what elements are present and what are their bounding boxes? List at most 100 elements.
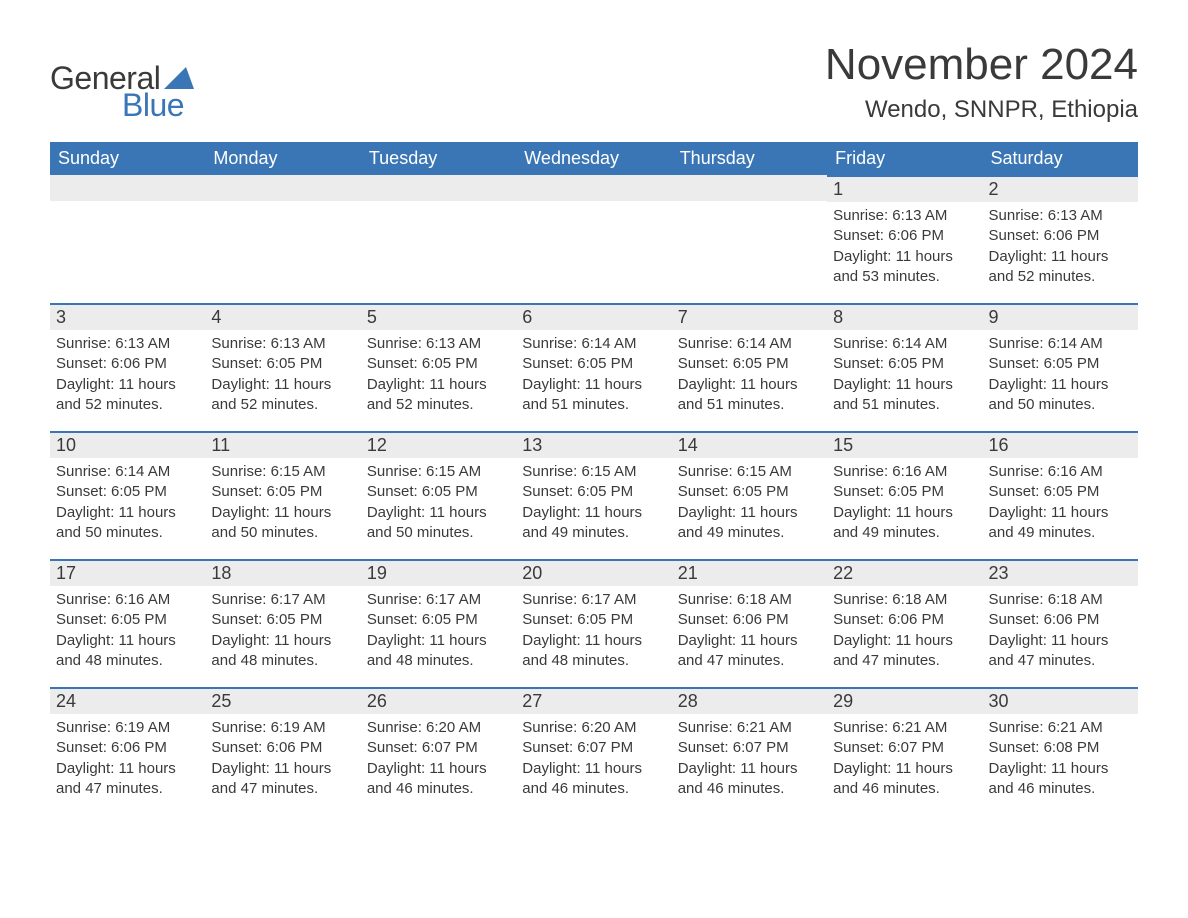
sunset-text: Sunset: 6:06 PM (833, 226, 976, 246)
sunset-text: Sunset: 6:07 PM (678, 738, 821, 758)
day-cell: 2Sunrise: 6:13 AMSunset: 6:06 PMDaylight… (983, 175, 1138, 291)
sunset-text: Sunset: 6:05 PM (211, 354, 354, 374)
calendar-cell: 25Sunrise: 6:19 AMSunset: 6:06 PMDayligh… (205, 687, 360, 815)
day-number: 26 (361, 689, 516, 714)
day-number: 27 (516, 689, 671, 714)
day-details: Sunrise: 6:15 AMSunset: 6:05 PMDaylight:… (516, 458, 671, 547)
calendar-cell: 16Sunrise: 6:16 AMSunset: 6:05 PMDayligh… (983, 431, 1138, 559)
day-details: Sunrise: 6:21 AMSunset: 6:07 PMDaylight:… (672, 714, 827, 803)
sunrise-text: Sunrise: 6:21 AM (678, 718, 821, 738)
sunrise-text: Sunrise: 6:20 AM (367, 718, 510, 738)
calendar-cell: 18Sunrise: 6:17 AMSunset: 6:05 PMDayligh… (205, 559, 360, 687)
calendar-cell: 27Sunrise: 6:20 AMSunset: 6:07 PMDayligh… (516, 687, 671, 815)
day-number: 3 (50, 305, 205, 330)
day-number: 1 (827, 177, 982, 202)
weekday-header: Thursday (672, 142, 827, 175)
daylight-text: Daylight: 11 hours and 47 minutes. (678, 631, 821, 672)
calendar-cell: 29Sunrise: 6:21 AMSunset: 6:07 PMDayligh… (827, 687, 982, 815)
sunrise-text: Sunrise: 6:15 AM (522, 462, 665, 482)
day-number: 30 (983, 689, 1138, 714)
day-cell: 15Sunrise: 6:16 AMSunset: 6:05 PMDayligh… (827, 431, 982, 547)
day-details: Sunrise: 6:18 AMSunset: 6:06 PMDaylight:… (983, 586, 1138, 675)
calendar-cell: 22Sunrise: 6:18 AMSunset: 6:06 PMDayligh… (827, 559, 982, 687)
day-cell: 13Sunrise: 6:15 AMSunset: 6:05 PMDayligh… (516, 431, 671, 547)
location-subtitle: Wendo, SNNPR, Ethiopia (825, 96, 1138, 124)
calendar-cell: 14Sunrise: 6:15 AMSunset: 6:05 PMDayligh… (672, 431, 827, 559)
calendar-head: SundayMondayTuesdayWednesdayThursdayFrid… (50, 142, 1138, 175)
day-cell: 25Sunrise: 6:19 AMSunset: 6:06 PMDayligh… (205, 687, 360, 803)
calendar-week-row: 3Sunrise: 6:13 AMSunset: 6:06 PMDaylight… (50, 303, 1138, 431)
day-details: Sunrise: 6:21 AMSunset: 6:08 PMDaylight:… (983, 714, 1138, 803)
day-number: 22 (827, 561, 982, 586)
day-cell: 20Sunrise: 6:17 AMSunset: 6:05 PMDayligh… (516, 559, 671, 675)
daylight-text: Daylight: 11 hours and 52 minutes. (367, 375, 510, 416)
daylight-text: Daylight: 11 hours and 50 minutes. (989, 375, 1132, 416)
day-details: Sunrise: 6:20 AMSunset: 6:07 PMDaylight:… (516, 714, 671, 803)
sunrise-text: Sunrise: 6:18 AM (833, 590, 976, 610)
page-header: General Blue November 2024 Wendo, SNNPR,… (50, 40, 1138, 124)
sunrise-text: Sunrise: 6:13 AM (367, 334, 510, 354)
day-number: 8 (827, 305, 982, 330)
daylight-text: Daylight: 11 hours and 46 minutes. (522, 759, 665, 800)
daylight-text: Daylight: 11 hours and 48 minutes. (367, 631, 510, 672)
day-number: 10 (50, 433, 205, 458)
sunrise-text: Sunrise: 6:16 AM (56, 590, 199, 610)
sunset-text: Sunset: 6:06 PM (989, 226, 1132, 246)
day-cell: 27Sunrise: 6:20 AMSunset: 6:07 PMDayligh… (516, 687, 671, 803)
day-details: Sunrise: 6:13 AMSunset: 6:05 PMDaylight:… (361, 330, 516, 419)
sunset-text: Sunset: 6:06 PM (678, 610, 821, 630)
daylight-text: Daylight: 11 hours and 53 minutes. (833, 247, 976, 288)
daylight-text: Daylight: 11 hours and 48 minutes. (211, 631, 354, 672)
day-cell: 24Sunrise: 6:19 AMSunset: 6:06 PMDayligh… (50, 687, 205, 803)
calendar-cell (672, 175, 827, 303)
sunrise-text: Sunrise: 6:19 AM (56, 718, 199, 738)
daylight-text: Daylight: 11 hours and 51 minutes. (678, 375, 821, 416)
day-details: Sunrise: 6:14 AMSunset: 6:05 PMDaylight:… (50, 458, 205, 547)
calendar-cell: 17Sunrise: 6:16 AMSunset: 6:05 PMDayligh… (50, 559, 205, 687)
day-cell: 7Sunrise: 6:14 AMSunset: 6:05 PMDaylight… (672, 303, 827, 419)
day-number: 20 (516, 561, 671, 586)
brand-logo: General Blue (50, 40, 194, 124)
day-details: Sunrise: 6:17 AMSunset: 6:05 PMDaylight:… (361, 586, 516, 675)
day-cell: 4Sunrise: 6:13 AMSunset: 6:05 PMDaylight… (205, 303, 360, 419)
sunrise-text: Sunrise: 6:20 AM (522, 718, 665, 738)
daylight-text: Daylight: 11 hours and 47 minutes. (211, 759, 354, 800)
daylight-text: Daylight: 11 hours and 49 minutes. (833, 503, 976, 544)
daylight-text: Daylight: 11 hours and 48 minutes. (56, 631, 199, 672)
calendar-cell: 26Sunrise: 6:20 AMSunset: 6:07 PMDayligh… (361, 687, 516, 815)
day-details: Sunrise: 6:16 AMSunset: 6:05 PMDaylight:… (983, 458, 1138, 547)
sunrise-text: Sunrise: 6:18 AM (989, 590, 1132, 610)
sunset-text: Sunset: 6:06 PM (833, 610, 976, 630)
sunset-text: Sunset: 6:07 PM (833, 738, 976, 758)
day-number: 6 (516, 305, 671, 330)
sunrise-text: Sunrise: 6:19 AM (211, 718, 354, 738)
day-cell: 9Sunrise: 6:14 AMSunset: 6:05 PMDaylight… (983, 303, 1138, 419)
sunrise-text: Sunrise: 6:17 AM (367, 590, 510, 610)
sunset-text: Sunset: 6:05 PM (678, 482, 821, 502)
calendar-cell (50, 175, 205, 303)
day-number: 12 (361, 433, 516, 458)
daylight-text: Daylight: 11 hours and 46 minutes. (678, 759, 821, 800)
sunrise-text: Sunrise: 6:14 AM (678, 334, 821, 354)
calendar-cell (205, 175, 360, 303)
calendar-cell: 3Sunrise: 6:13 AMSunset: 6:06 PMDaylight… (50, 303, 205, 431)
weekday-row: SundayMondayTuesdayWednesdayThursdayFrid… (50, 142, 1138, 175)
daylight-text: Daylight: 11 hours and 51 minutes. (833, 375, 976, 416)
daylight-text: Daylight: 11 hours and 51 minutes. (522, 375, 665, 416)
sunrise-text: Sunrise: 6:16 AM (833, 462, 976, 482)
day-number: 16 (983, 433, 1138, 458)
day-details: Sunrise: 6:17 AMSunset: 6:05 PMDaylight:… (516, 586, 671, 675)
day-details: Sunrise: 6:18 AMSunset: 6:06 PMDaylight:… (672, 586, 827, 675)
day-cell: 30Sunrise: 6:21 AMSunset: 6:08 PMDayligh… (983, 687, 1138, 803)
sunset-text: Sunset: 6:05 PM (989, 482, 1132, 502)
day-cell: 28Sunrise: 6:21 AMSunset: 6:07 PMDayligh… (672, 687, 827, 803)
empty-day-strip (361, 175, 516, 201)
sunset-text: Sunset: 6:05 PM (211, 482, 354, 502)
sunset-text: Sunset: 6:05 PM (833, 482, 976, 502)
weekday-header: Sunday (50, 142, 205, 175)
day-cell: 19Sunrise: 6:17 AMSunset: 6:05 PMDayligh… (361, 559, 516, 675)
calendar-week-row: 17Sunrise: 6:16 AMSunset: 6:05 PMDayligh… (50, 559, 1138, 687)
sunset-text: Sunset: 6:05 PM (989, 354, 1132, 374)
weekday-header: Tuesday (361, 142, 516, 175)
daylight-text: Daylight: 11 hours and 47 minutes. (989, 631, 1132, 672)
